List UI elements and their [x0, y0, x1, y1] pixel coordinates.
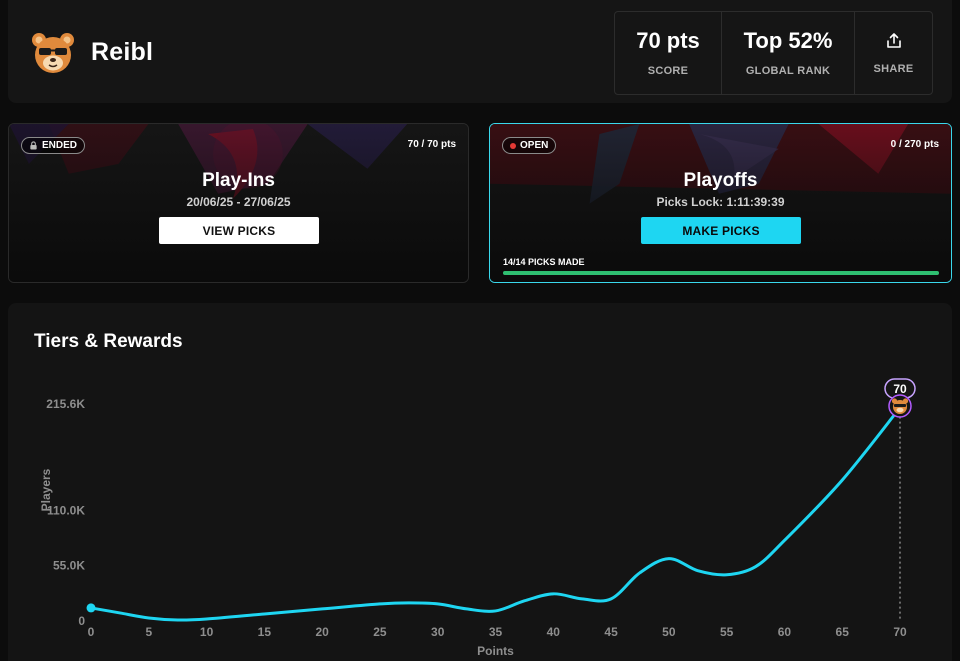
y-tick-label: 215.6K [46, 397, 85, 411]
picks-made-label: 14/14 PICKS MADE [503, 257, 585, 267]
card-dates: 20/06/25 - 27/06/25 [186, 195, 291, 209]
picks-progress-bar [503, 271, 939, 275]
picks-progress-fill [503, 271, 939, 275]
stats-panel: 70 pts SCORE Top 52% GLOBAL RANK SHARE [614, 11, 933, 95]
card-title: Playoffs [683, 170, 758, 191]
make-picks-button[interactable]: MAKE PICKS [641, 217, 801, 244]
username: Reibl [91, 38, 154, 66]
score-value: 70 pts [636, 27, 700, 53]
y-tick-label: 55.0K [53, 559, 85, 573]
x-tick-label: 10 [200, 625, 214, 639]
playoffs-card: OPEN 0 / 270 pts Playoffs Picks Lock: 1:… [489, 123, 952, 283]
card-points: 0 / 270 pts [890, 139, 939, 150]
y-tick-label: 110.0K [47, 503, 85, 517]
x-tick-label: 35 [489, 625, 503, 639]
score-label: SCORE [647, 64, 689, 77]
x-tick-label: 45 [604, 625, 618, 639]
share-label: SHARE [873, 62, 914, 75]
y-tick-label: 0 [78, 614, 85, 628]
x-tick-label: 40 [547, 625, 561, 639]
tiers-chart: 0 55.0K 110.0K 215.6K 0 5 10 15 20 25 30 35 40 45 50 55… [39, 378, 916, 658]
x-tick-label: 0 [88, 625, 95, 639]
bear-muzzle [896, 407, 904, 413]
x-tick-label: 25 [373, 625, 387, 639]
x-axis-label: Points [477, 644, 514, 658]
card-points: 70 / 70 pts [407, 139, 456, 150]
tiers-rewards-panel: Tiers & Rewards 0 55.0K 110.0K 215.6K 0 5 10 15… [8, 303, 952, 661]
share-icon [886, 32, 901, 48]
x-tick-label: 20 [315, 625, 329, 639]
y-axis-label: Players [39, 468, 53, 511]
lock-icon [30, 141, 37, 150]
picks-lock-countdown: Picks Lock: 1:11:39:39 [656, 195, 785, 209]
x-tick-label: 60 [778, 625, 792, 639]
series-start-point [86, 603, 96, 613]
live-dot-icon [510, 142, 516, 149]
status-badge-ended: ENDED [21, 137, 86, 154]
section-title: Tiers & Rewards [34, 331, 183, 352]
x-tick-label: 5 [145, 625, 152, 639]
score-marker-label: 70 [893, 382, 907, 396]
view-picks-button[interactable]: VIEW PICKS [159, 217, 319, 244]
status-label: OPEN [520, 140, 549, 151]
global-rank-stat: Top 52% GLOBAL RANK [722, 12, 855, 94]
playoffs-fade [490, 124, 951, 282]
score-stat: 70 pts SCORE [615, 12, 722, 94]
status-badge-open: OPEN [502, 137, 557, 154]
share-button[interactable]: SHARE [855, 12, 932, 94]
status-label: ENDED [42, 140, 78, 151]
x-tick-label: 15 [258, 625, 272, 639]
bear-sunglasses [894, 404, 906, 407]
x-tick-label: 65 [836, 625, 850, 639]
x-tick-label: 30 [431, 625, 445, 639]
global-rank-value: Top 52% [743, 27, 833, 53]
players-series-line [89, 406, 902, 622]
x-tick-label: 70 [893, 625, 907, 639]
play-ins-card: ENDED 70 / 70 pts Play-Ins 20/06/25 - 27… [8, 123, 469, 283]
x-tick-label: 55 [720, 625, 734, 639]
x-tick-label: 50 [662, 625, 676, 639]
card-title: Play-Ins [202, 170, 275, 191]
global-rank-label: GLOBAL RANK [745, 64, 831, 77]
bear-sunglasses-icon [32, 33, 74, 73]
profile-header: Reibl 70 pts SCORE Top 52% GLOBAL RANK S… [8, 0, 952, 103]
play-ins-fade [9, 124, 468, 282]
